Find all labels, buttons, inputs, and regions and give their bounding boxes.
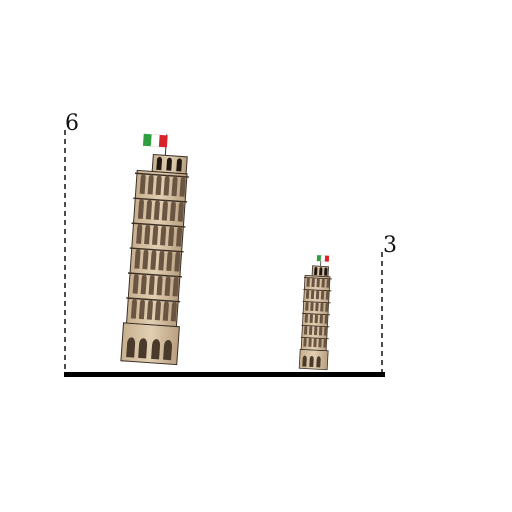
small-flag-icon xyxy=(316,255,330,262)
small-tower-icon xyxy=(298,255,332,371)
ground-line xyxy=(64,372,385,377)
large-height-label: 6 xyxy=(65,111,79,136)
large-tower-icon xyxy=(120,133,189,366)
large-flag-icon xyxy=(142,133,168,148)
small-height-label: 3 xyxy=(383,233,397,258)
